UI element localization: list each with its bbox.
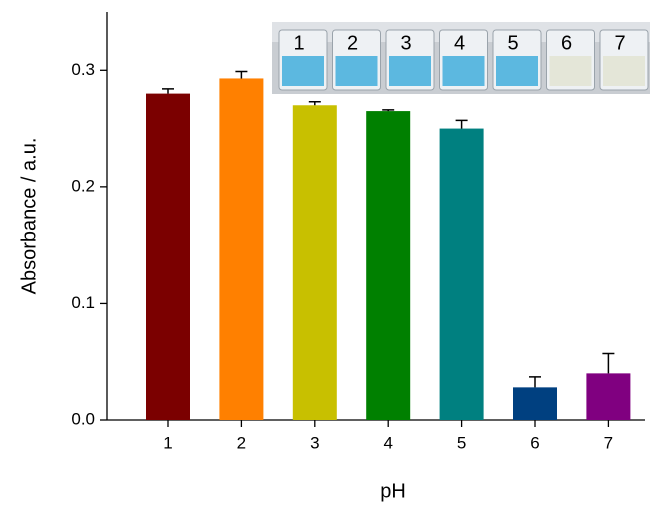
error-bar xyxy=(382,110,394,111)
error-bar xyxy=(529,377,541,387)
y-tick-label: 0.1 xyxy=(71,293,95,312)
x-tick-label: 2 xyxy=(237,433,246,452)
bar xyxy=(293,105,337,420)
bar xyxy=(440,129,484,420)
bar xyxy=(219,78,263,420)
vial-liquid xyxy=(336,56,378,86)
bar xyxy=(366,111,410,420)
x-tick-label: 1 xyxy=(163,433,172,452)
chart: pH Absorbance / a.u. 1 2 3 4 5 6 7 0.0 0.1 0.2 0.3… xyxy=(0,0,662,508)
error-bar xyxy=(235,71,247,78)
x-tick-label: 4 xyxy=(383,433,392,452)
inset-label: 6 xyxy=(561,32,572,54)
error-bar xyxy=(456,120,468,128)
inset-label: 7 xyxy=(614,32,625,54)
vial-liquid xyxy=(389,56,431,86)
bar xyxy=(586,373,630,420)
x-tick-label: 6 xyxy=(530,433,539,452)
x-tick-label: 3 xyxy=(310,433,319,452)
y-tick-label: 0.2 xyxy=(71,176,95,195)
x-tick-label: 7 xyxy=(604,433,613,452)
y-tick-label: 0.3 xyxy=(71,60,95,79)
inset-label: 3 xyxy=(400,32,411,54)
page: {"chart_data": {"type": "bar", "x_label"… xyxy=(0,0,662,508)
vial-liquid xyxy=(603,56,645,86)
y-axis-title: Absorbance / a.u. xyxy=(18,138,40,295)
vial-liquid xyxy=(443,56,485,86)
x-axis-title: pH xyxy=(380,480,406,502)
bar xyxy=(513,387,557,420)
inset-label: 1 xyxy=(293,32,304,54)
inset-label: 4 xyxy=(454,32,465,54)
x-tick-label: 5 xyxy=(457,433,466,452)
vial-liquid xyxy=(282,56,324,86)
vial-liquid xyxy=(496,56,538,86)
y-tick-label: 0.0 xyxy=(71,409,95,428)
inset-label: 2 xyxy=(347,32,358,54)
error-bar xyxy=(162,89,174,94)
vial-liquid xyxy=(550,56,592,86)
inset-label: 5 xyxy=(507,32,518,54)
bar xyxy=(146,94,190,420)
error-bar xyxy=(309,102,321,105)
error-bar xyxy=(602,354,614,374)
